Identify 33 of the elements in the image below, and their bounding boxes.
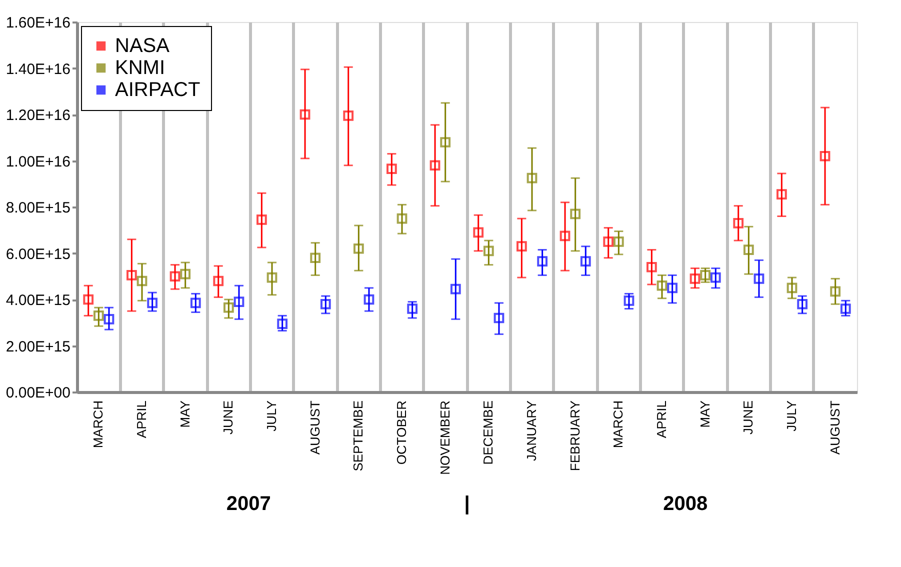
x-tick-label: APRIL — [654, 400, 669, 438]
x-tick-label: JULY — [784, 400, 799, 432]
x-tick-label: AUGUST — [827, 400, 842, 455]
y-tick-label: 1.20E+16 — [6, 107, 70, 124]
text: 2008 — [663, 493, 708, 515]
y-tick-label: 8.00E+15 — [6, 200, 70, 216]
x-tick-label: JULY — [264, 400, 279, 432]
x-tick-label: MARCH — [610, 400, 626, 448]
x-tick-label: MARCH — [90, 400, 106, 448]
x-tick-label: NOVEMBER — [437, 400, 452, 475]
text: 2007 — [226, 493, 271, 515]
legend-label: NASA — [115, 35, 170, 57]
x-tick-label: JANUARY — [524, 400, 539, 461]
x-tick-label: MAY — [697, 400, 712, 428]
x-tick-label: SEPTEMBE — [350, 400, 366, 472]
y-tick-label: 0.00E+00 — [6, 384, 70, 402]
x-tick-label: MAY — [177, 400, 192, 428]
y-tick-label: 1.60E+16 — [6, 14, 70, 32]
x-tick-label: JUNE — [220, 400, 236, 434]
y-tick-label: 1.40E+16 — [6, 60, 70, 78]
text: | — [464, 493, 470, 515]
legend-label: AIRPACT — [115, 79, 200, 101]
y-tick-label: 6.00E+15 — [6, 246, 70, 263]
y-tick-label: 2.00E+15 — [6, 338, 70, 356]
y-tick-label: 1.00E+16 — [6, 153, 70, 170]
x-tick-label: JUNE — [740, 400, 756, 434]
y-tick-label: 4.00E+15 — [6, 292, 70, 309]
x-tick-label: AUGUST — [307, 400, 322, 455]
x-tick-label: DECEMBE — [480, 400, 496, 465]
x-tick-label: APRIL — [134, 400, 149, 438]
x-tick-label: FEBRUARY — [567, 400, 582, 472]
x-tick-label: OCTOBER — [394, 400, 409, 465]
legend-label: KNMI — [115, 57, 165, 79]
